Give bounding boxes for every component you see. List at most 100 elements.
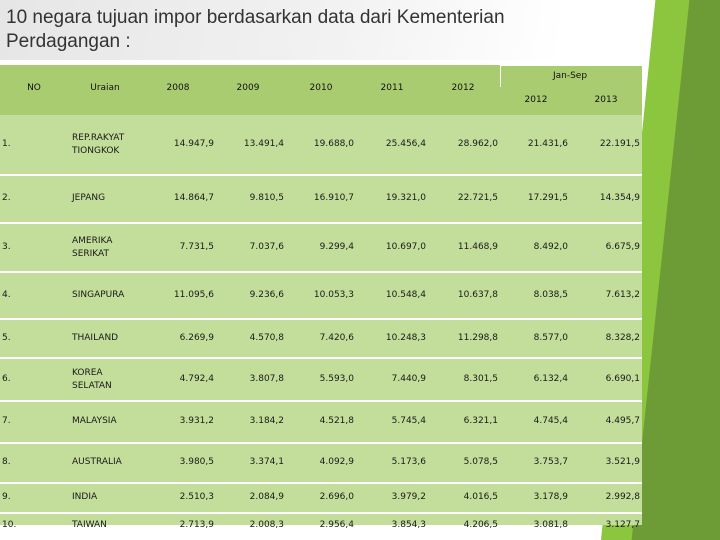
- value-cell: 19.688,0: [313, 139, 354, 149]
- value-cell: 4.745,4: [533, 416, 568, 426]
- value-cell: 10.637,8: [457, 289, 498, 300]
- value-cell: 7.731,5: [179, 241, 214, 252]
- value-cell: 3.127,7: [605, 519, 640, 530]
- value-cell: 2.713,9: [179, 519, 214, 530]
- value-cell: 10.697,0: [385, 241, 426, 252]
- row-divider: [0, 357, 642, 359]
- jan-sep-header-box: [500, 65, 642, 87]
- value-cell: 4.495,7: [605, 416, 640, 426]
- row-number: 10.: [2, 519, 17, 530]
- value-cell: 5.078,5: [463, 457, 498, 467]
- country-name: TAIWAN: [72, 519, 107, 530]
- value-cell: 14.947,9: [173, 139, 214, 149]
- header-no: NO: [27, 83, 41, 93]
- value-cell: 4.092,9: [319, 457, 354, 467]
- row-divider: [0, 318, 642, 320]
- value-cell: 9.299,4: [319, 241, 354, 252]
- value-cell: 22.721,5: [457, 193, 498, 203]
- row-number: 7.: [2, 416, 11, 426]
- value-cell: 19.321,0: [385, 193, 426, 203]
- import-table: NO Uraian 2008 2009 2010 2011 2012 Jan-S…: [0, 65, 642, 530]
- value-cell: 4.521,8: [319, 416, 354, 426]
- header-2012: 2012: [451, 83, 475, 93]
- title-band-decoration: [0, 0, 560, 60]
- country-name: KOREA SELATAN: [72, 367, 112, 391]
- value-cell: 3.807,8: [249, 373, 284, 384]
- value-cell: 25.456,4: [385, 139, 426, 149]
- value-cell: 21.431,6: [527, 139, 568, 149]
- row-divider: [0, 482, 642, 484]
- value-cell: 3.980,5: [179, 457, 214, 467]
- row-number: 8.: [2, 457, 11, 467]
- value-cell: 4.206,5: [463, 519, 498, 530]
- value-cell: 6.132,4: [533, 373, 568, 384]
- value-cell: 8.328,2: [605, 332, 640, 343]
- country-name: JEPANG: [72, 193, 106, 203]
- value-cell: 13.491,4: [243, 139, 284, 149]
- row-number: 3.: [2, 241, 11, 252]
- row-number: 5.: [2, 332, 11, 343]
- value-cell: 4.016,5: [463, 492, 498, 502]
- header-jansep-2012: 2012: [524, 95, 548, 105]
- value-cell: 2.008,3: [249, 519, 284, 530]
- value-cell: 3.931,2: [179, 416, 214, 426]
- value-cell: 3.178,9: [533, 492, 568, 502]
- country-name: SINGAPURA: [72, 289, 125, 300]
- value-cell: 10.248,3: [385, 332, 426, 343]
- value-cell: 2.992,8: [605, 492, 640, 502]
- country-name: THAILAND: [72, 332, 119, 343]
- value-cell: 3.854,3: [391, 519, 426, 530]
- value-cell: 4.792,4: [179, 373, 214, 384]
- row-divider: [0, 442, 642, 444]
- row-number: 6.: [2, 373, 11, 384]
- value-cell: 4.570,8: [249, 332, 284, 343]
- row-divider: [0, 271, 642, 273]
- value-cell: 9.236,6: [249, 289, 284, 300]
- value-cell: 3.374,1: [249, 457, 284, 467]
- country-name: MALAYSIA: [72, 416, 117, 426]
- row-number: 9.: [2, 492, 11, 502]
- header-2011: 2011: [380, 83, 404, 93]
- value-cell: 3.081,8: [533, 519, 568, 530]
- value-cell: 6.675,9: [605, 241, 640, 252]
- value-cell: 7.420,6: [319, 332, 354, 343]
- value-cell: 3.521,9: [605, 457, 640, 467]
- row-divider: [0, 174, 642, 176]
- value-cell: 5.593,0: [319, 373, 354, 384]
- value-cell: 8.492,0: [533, 241, 568, 252]
- value-cell: 11.468,9: [457, 241, 498, 252]
- value-cell: 28.962,0: [457, 139, 498, 149]
- value-cell: 16.910,7: [313, 193, 354, 203]
- value-cell: 2.696,0: [319, 492, 354, 502]
- value-cell: 11.095,6: [173, 289, 214, 300]
- value-cell: 22.191,5: [599, 139, 640, 149]
- value-cell: 8.301,5: [463, 373, 498, 384]
- value-cell: 7.440,9: [391, 373, 426, 384]
- value-cell: 3.979,2: [391, 492, 426, 502]
- value-cell: 14.354,9: [599, 193, 640, 203]
- value-cell: 2.084,9: [249, 492, 284, 502]
- value-cell: 5.745,4: [391, 416, 426, 426]
- value-cell: 11.298,8: [457, 332, 498, 343]
- header-2008: 2008: [166, 83, 190, 93]
- header-2010: 2010: [309, 83, 333, 93]
- header-jan-sep: Jan-Sep: [552, 71, 588, 81]
- row-number: 4.: [2, 289, 11, 300]
- value-cell: 3.753,7: [533, 457, 568, 467]
- value-cell: 3.184,2: [249, 416, 284, 426]
- country-name: REP.RAKYAT TIONGKOK: [72, 133, 125, 156]
- value-cell: 14.864,7: [173, 193, 214, 203]
- header-2009: 2009: [236, 83, 260, 93]
- country-name: AMERIKA SERIKAT: [72, 235, 113, 259]
- value-cell: 6.690,1: [605, 373, 640, 384]
- header-jansep-2013: 2013: [594, 95, 618, 105]
- value-cell: 17.291,5: [527, 193, 568, 203]
- slide-title: 10 negara tujuan impor berdasarkan data …: [6, 7, 505, 52]
- value-cell: 9.810,5: [249, 193, 284, 203]
- value-cell: 7.037,6: [249, 241, 284, 252]
- value-cell: 10.548,4: [385, 289, 426, 300]
- row-divider: [0, 400, 642, 402]
- row-number: 1.: [2, 139, 11, 149]
- value-cell: 2.510,3: [179, 492, 214, 502]
- value-cell: 8.577,0: [533, 332, 568, 343]
